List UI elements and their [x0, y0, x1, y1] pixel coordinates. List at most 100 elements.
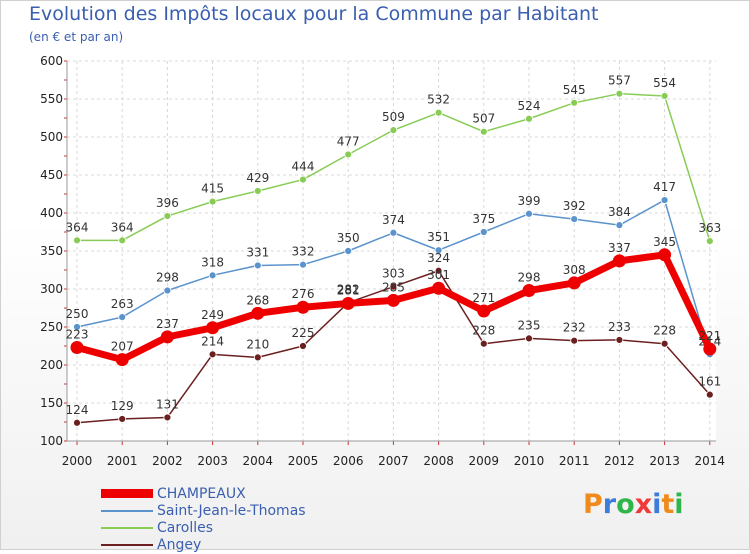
data-point-champeaux	[477, 304, 491, 318]
data-label-champeaux: 345	[653, 235, 676, 249]
data-point-champeaux	[160, 330, 174, 344]
data-point-saint-jean-le-thomas	[253, 261, 262, 270]
data-point-carolles	[615, 89, 624, 98]
data-label-saint-jean-le-thomas: 331	[246, 245, 269, 259]
data-point-angey	[660, 339, 669, 348]
legend-label: Angey	[157, 537, 202, 553]
data-point-saint-jean-le-thomas	[570, 215, 579, 223]
data-point-saint-jean-le-thomas	[389, 228, 398, 237]
y-tick-label: 350	[40, 244, 63, 258]
data-label-carolles: 532	[427, 93, 450, 107]
legend-swatch	[101, 489, 153, 498]
data-label-saint-jean-le-thomas: 392	[563, 199, 586, 213]
data-point-carolles	[344, 150, 353, 159]
data-label-angey: 161	[698, 375, 721, 389]
x-tick-label: 2002	[152, 454, 183, 468]
data-label-carolles: 396	[156, 196, 179, 210]
chart-subtitle: (en € et par an)	[29, 30, 124, 44]
data-label-angey: 233	[608, 320, 631, 334]
data-point-saint-jean-le-thomas	[344, 247, 353, 255]
data-label-angey: 228	[653, 324, 676, 338]
data-point-angey	[479, 339, 488, 348]
data-point-champeaux	[658, 248, 672, 262]
data-point-carolles	[479, 127, 488, 136]
data-point-angey	[163, 413, 172, 422]
data-label-saint-jean-le-thomas: 318	[201, 255, 224, 269]
data-label-champeaux: 337	[608, 241, 631, 255]
data-point-saint-jean-le-thomas	[73, 323, 81, 331]
logo-letter: t	[661, 489, 675, 520]
data-point-angey	[705, 390, 714, 399]
data-point-saint-jean-le-thomas	[163, 286, 172, 295]
data-point-angey	[570, 336, 579, 345]
data-point-carolles	[73, 236, 81, 245]
logo-letter: o	[616, 489, 635, 520]
data-point-angey	[208, 350, 217, 359]
data-label-carolles: 364	[66, 220, 89, 234]
data-label-carolles: 415	[201, 182, 224, 196]
data-point-champeaux	[115, 353, 129, 367]
data-point-angey	[615, 336, 624, 344]
data-point-champeaux	[386, 293, 400, 307]
data-label-carolles: 524	[518, 99, 541, 113]
data-label-saint-jean-le-thomas: 375	[472, 212, 495, 226]
legend-label: Saint-Jean-le-Thomas	[157, 503, 306, 519]
data-point-carolles	[570, 98, 579, 107]
data-label-saint-jean-le-thomas: 250	[66, 307, 89, 321]
x-tick-label: 2009	[469, 454, 500, 468]
data-label-angey: 131	[156, 397, 179, 411]
data-label-angey: 210	[246, 337, 269, 351]
data-label-carolles: 363	[698, 221, 721, 235]
data-label-champeaux: 276	[292, 287, 315, 301]
data-point-saint-jean-le-thomas	[525, 209, 533, 218]
data-point-carolles	[253, 187, 262, 195]
data-label-champeaux: 223	[66, 328, 89, 342]
data-point-carolles	[525, 114, 533, 123]
x-tick-label: 2012	[604, 454, 635, 468]
data-label-champeaux: 221	[698, 329, 721, 343]
data-label-saint-jean-le-thomas: 298	[156, 271, 179, 285]
data-label-saint-jean-le-thomas: 332	[292, 245, 315, 259]
data-point-carolles	[208, 197, 217, 206]
data-label-angey: 124	[66, 403, 89, 417]
data-label-carolles: 507	[472, 112, 495, 126]
logo-letter: i	[652, 489, 662, 520]
data-point-angey	[434, 266, 443, 275]
data-label-angey: 129	[111, 399, 134, 413]
data-point-angey	[118, 415, 127, 423]
legend-swatch	[101, 527, 153, 529]
y-tick-label: 300	[40, 282, 63, 296]
logo-letter: r	[602, 489, 617, 520]
data-point-carolles	[118, 236, 127, 245]
data-label-angey: 225	[292, 326, 315, 340]
data-point-saint-jean-le-thomas	[208, 271, 217, 280]
data-label-carolles: 554	[653, 76, 676, 90]
data-point-carolles	[660, 92, 669, 100]
x-tick-label: 2014	[695, 454, 726, 468]
data-point-carolles	[163, 212, 172, 220]
x-tick-label: 2005	[288, 454, 319, 468]
x-tick-label: 2000	[62, 454, 93, 468]
data-point-angey	[525, 334, 533, 343]
data-label-saint-jean-le-thomas: 263	[111, 297, 134, 311]
x-tick-label: 2013	[649, 454, 680, 468]
legend-label: Carolles	[157, 520, 214, 536]
data-label-champeaux: 281	[337, 283, 360, 297]
data-point-champeaux	[341, 296, 355, 310]
y-tick-label: 150	[40, 396, 63, 410]
chart-title: Evolution des Impôts locaux pour la Comm…	[29, 3, 599, 25]
data-label-champeaux: 237	[156, 317, 179, 331]
x-tick-label: 2007	[378, 454, 409, 468]
data-point-angey	[299, 342, 307, 350]
data-point-saint-jean-le-thomas	[434, 246, 443, 255]
x-tick-label: 2004	[243, 454, 274, 468]
data-label-champeaux: 268	[246, 293, 269, 307]
data-label-saint-jean-le-thomas: 417	[653, 180, 676, 194]
y-tick-label: 600	[40, 54, 63, 68]
x-tick-label: 2011	[559, 454, 590, 468]
x-tick-label: 2006	[333, 454, 364, 468]
data-label-champeaux: 207	[111, 340, 134, 354]
y-tick-label: 550	[40, 92, 63, 106]
data-label-angey: 303	[382, 267, 405, 281]
